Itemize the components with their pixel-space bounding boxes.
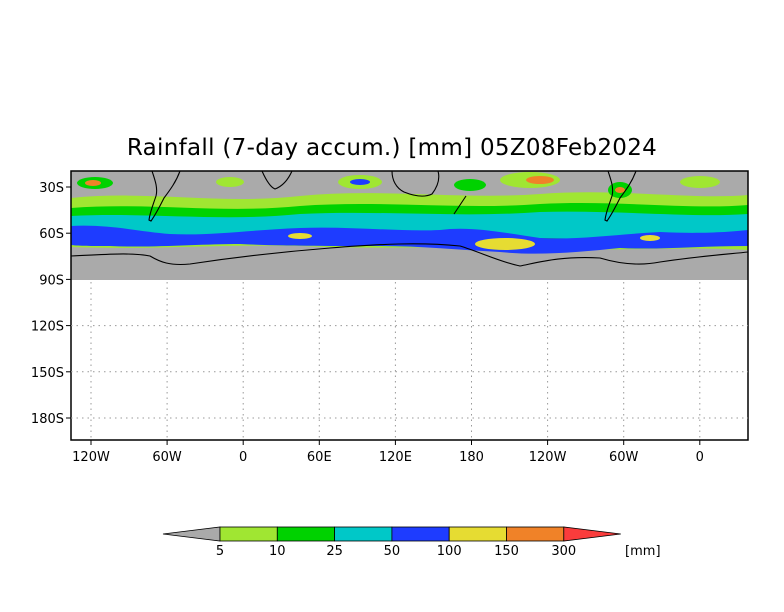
lat-tick-label: 180S — [31, 412, 64, 427]
colorbar-min-arrow — [162, 526, 221, 542]
lon-tick-label: 180 — [459, 450, 484, 465]
lat-axis: 30S 60S 90S 120S 150S 180S — [31, 181, 71, 427]
lon-tick-label: 60W — [609, 450, 639, 465]
colorbar-max-arrow — [563, 526, 621, 542]
colorbar-box — [506, 526, 565, 542]
lon-tick-label: 120E — [379, 450, 412, 465]
lat-tick-label: 120S — [31, 320, 64, 335]
colorbar-label: 25 — [326, 544, 343, 559]
lon-tick-label: 120W — [72, 450, 110, 465]
lon-tick-label: 120W — [529, 450, 567, 465]
coastlines — [71, 171, 748, 267]
colorbar-label: 100 — [437, 544, 462, 559]
lon-tick-label: 60W — [152, 450, 182, 465]
gridlines — [71, 282, 748, 440]
colorbar-box — [448, 526, 507, 542]
lat-tick-label: 90S — [39, 273, 64, 288]
lat-tick-label: 30S — [39, 181, 64, 196]
plot-frame — [70, 170, 749, 441]
colorbar-box — [391, 526, 450, 542]
lat-tick-label: 150S — [31, 366, 64, 381]
lat-tick-label: 60S — [39, 227, 64, 242]
colorbar-label: 50 — [384, 544, 401, 559]
lon-tick-label: 60E — [307, 450, 332, 465]
colorbar-box — [219, 526, 278, 542]
lon-axis: 120W 60W 0 60E 120E 180 120W 60W 0 — [72, 440, 704, 465]
rainfall-bands — [71, 172, 748, 254]
map-title: Rainfall (7-day accum.) [mm] 05Z08Feb202… — [126, 135, 658, 161]
lon-tick-label: 0 — [696, 450, 704, 465]
colorbar-label: 10 — [269, 544, 286, 559]
colorbar-label: 300 — [551, 544, 576, 559]
colorbar-unit: [mm] — [625, 544, 660, 559]
colorbar-label: 5 — [216, 544, 224, 559]
colorbar-box — [334, 526, 393, 542]
lon-tick-label: 0 — [239, 450, 247, 465]
colorbar: 5 10 25 50 100 150 300 [mm] — [162, 526, 661, 559]
colorbar-box — [276, 526, 335, 542]
colorbar-label: 150 — [494, 544, 519, 559]
